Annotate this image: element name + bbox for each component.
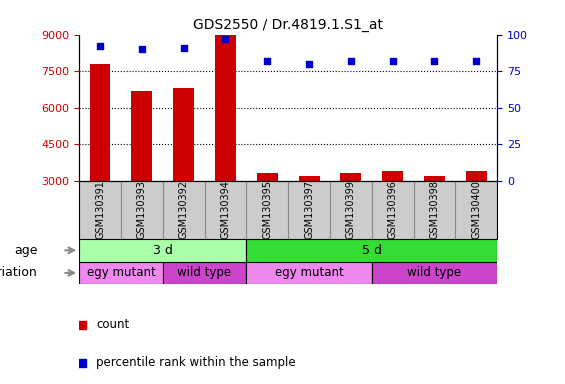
Text: GSM130392: GSM130392: [179, 180, 189, 239]
Text: GSM130397: GSM130397: [304, 180, 314, 239]
Text: GSM130396: GSM130396: [388, 180, 398, 239]
Bar: [215, 35, 236, 180]
Bar: [372, 262, 497, 284]
Bar: [79, 262, 163, 284]
Text: age: age: [14, 244, 37, 257]
Bar: [466, 171, 487, 180]
Point: [305, 61, 314, 67]
Point: [430, 58, 439, 64]
Text: percentile rank within the sample: percentile rank within the sample: [96, 356, 295, 369]
Point: [221, 36, 230, 42]
Point: [263, 58, 272, 64]
Bar: [424, 176, 445, 180]
Point: [388, 58, 397, 64]
Text: GSM130398: GSM130398: [429, 180, 440, 239]
Bar: [382, 171, 403, 180]
Text: wild type: wild type: [177, 266, 232, 280]
Text: genotype/variation: genotype/variation: [0, 266, 37, 280]
Bar: [163, 262, 246, 284]
Title: GDS2550 / Dr.4819.1.S1_at: GDS2550 / Dr.4819.1.S1_at: [193, 18, 383, 32]
Bar: [257, 173, 278, 180]
Text: egy mutant: egy mutant: [275, 266, 344, 280]
Point: [346, 58, 355, 64]
Text: GSM130399: GSM130399: [346, 180, 356, 239]
Bar: [246, 262, 372, 284]
Bar: [299, 176, 320, 180]
Bar: [340, 173, 362, 180]
Text: egy mutant: egy mutant: [86, 266, 155, 280]
Bar: [131, 91, 153, 180]
Text: wild type: wild type: [407, 266, 462, 280]
Bar: [173, 88, 194, 180]
Text: count: count: [96, 318, 129, 331]
Text: 3 d: 3 d: [153, 244, 173, 257]
Text: GSM130394: GSM130394: [220, 180, 231, 239]
Text: GSM130395: GSM130395: [262, 180, 272, 239]
Point: [95, 43, 105, 49]
Point: [472, 58, 481, 64]
Bar: [246, 239, 497, 262]
Point: [179, 45, 188, 51]
Text: GSM130393: GSM130393: [137, 180, 147, 239]
Text: GSM130400: GSM130400: [471, 180, 481, 239]
Text: 5 d: 5 d: [362, 244, 382, 257]
Text: GSM130391: GSM130391: [95, 180, 105, 239]
Bar: [79, 239, 246, 262]
Bar: [89, 64, 111, 180]
Point: [137, 46, 146, 52]
